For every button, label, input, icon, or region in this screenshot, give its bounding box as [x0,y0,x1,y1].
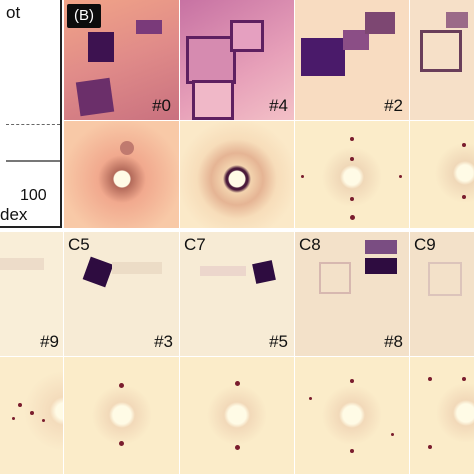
index-label-8: #8 [384,332,403,351]
panel-a-plot: ot [0,0,62,228]
x-tick-100: 100 [20,187,47,204]
diffraction-tile-2 [295,121,409,228]
dashed-reference-line [6,124,60,125]
index-label-2: #2 [384,96,403,115]
cell-label-c9: C9 [414,235,436,254]
x-axis-label-fragment: dex [0,205,28,224]
index-label-9: #9 [40,332,59,351]
solid-data-line [6,160,60,162]
index-label-3: #3 [154,332,173,351]
cell-label-c5: C5 [68,235,90,254]
image-tile-4: #4 [180,0,294,120]
diffraction-tile-partial [410,121,474,228]
diffraction-tile-c9 [410,357,474,474]
index-label-0: #0 [152,96,171,115]
index-label-5: #5 [269,332,288,351]
diffraction-tile-4 [180,121,294,228]
image-tile-2: #2 [295,0,409,120]
diffraction-tile-9 [0,357,63,474]
diffraction-tile-c8 [295,357,409,474]
cell-label-c8: C8 [299,235,321,254]
panel-b-badge: (B) [67,4,101,28]
image-tile-c5: C5 #3 [64,232,179,356]
image-tile-partial [410,0,474,120]
diffraction-tile-0 [64,121,179,228]
cell-label-c7: C7 [184,235,206,254]
diffraction-tile-c7 [180,357,294,474]
image-tile-c8: C8 #8 [295,232,409,356]
diffraction-tile-c5 [64,357,179,474]
index-label-4: #4 [269,96,288,115]
image-tile-9: #9 [0,232,63,356]
image-tile-c7: C7 #5 [180,232,294,356]
plot-legend-text: ot [6,3,21,22]
image-tile-c9: C9 [410,232,474,356]
